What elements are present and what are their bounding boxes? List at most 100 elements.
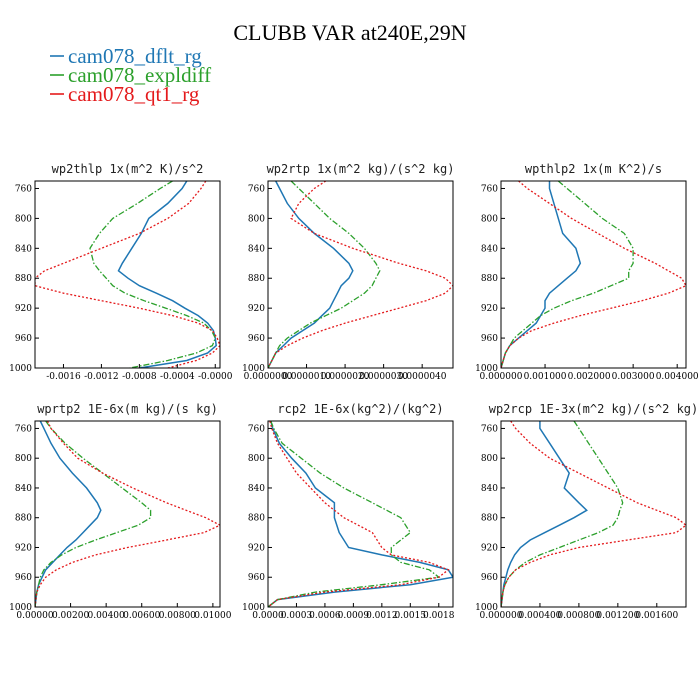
y-tick-label: 840 [481, 484, 498, 494]
x-tick-label: 0.004000 [656, 372, 699, 382]
legend-item: cam078_expldiff [50, 63, 211, 87]
y-tick-label: 920 [248, 543, 265, 553]
series-line [501, 421, 588, 607]
y-tick-label: 920 [481, 304, 498, 314]
x-tick-label: -0.0016 [46, 372, 81, 382]
series-group [501, 421, 686, 607]
x-tick-label: 0.0006 [309, 611, 341, 621]
series-line [268, 421, 453, 607]
panel-title: wp2rtp 1x(m^2 kg)/(s^2 kg) [267, 162, 455, 176]
series-line [35, 421, 102, 607]
y-tick-label: 880 [248, 274, 265, 284]
y-tick-label: 880 [15, 274, 32, 284]
y-tick-label: 960 [481, 334, 498, 344]
x-tick-label: 0.00800 [159, 611, 196, 621]
y-tick-label: 1000 [475, 603, 498, 613]
series-line [501, 181, 582, 368]
x-tick-label: 0.0000040 [398, 372, 447, 382]
y-tick-label: 920 [15, 543, 32, 553]
y-tick-label: 760 [15, 424, 32, 434]
y-tick-label: 800 [481, 454, 498, 464]
y-tick-label: 760 [248, 184, 265, 194]
y-tick-label: 1000 [475, 364, 498, 374]
panel: wpthlp2 1x(m K^2)/s 760 800 840 880 920 960 100… [475, 162, 699, 382]
series-group [268, 421, 453, 607]
series-line [268, 181, 354, 368]
x-tick-label: 0.00400 [88, 611, 125, 621]
series-line [501, 181, 686, 368]
legend: cam078_dflt_rg cam078_expldiff cam078_qt… [50, 44, 211, 106]
y-tick-label: 760 [481, 184, 498, 194]
legend-label: cam078_expldiff [68, 63, 211, 87]
series-line [35, 181, 220, 368]
panel-title: rcp2 1E-6x(kg^2)/(kg^2) [277, 402, 443, 416]
plot-frame [500, 180, 687, 369]
series-group [501, 181, 686, 368]
y-tick-label: 960 [248, 573, 265, 583]
y-tick-label: 960 [15, 573, 32, 583]
y-tick-label: 800 [248, 214, 265, 224]
panel: wp2rcp 1E-3x(m^2 kg)/(s^2 kg) 760 800 840 88… [475, 402, 698, 621]
panel: wp2rtp 1x(m^2 kg)/(s^2 kg)760 800 840 880 92… [242, 162, 454, 382]
series-line [268, 421, 450, 607]
y-tick-label: 960 [481, 573, 498, 583]
legend-label: cam078_qt1_rg [68, 82, 200, 106]
series-line [89, 181, 217, 368]
x-tick-label: -0.0012 [84, 372, 119, 382]
y-tick-label: 920 [15, 304, 32, 314]
panel-title: wpthlp2 1x(m K^2)/s [525, 162, 662, 176]
x-tick-label: 0.000000 [480, 611, 523, 621]
y-tick-label: 960 [15, 334, 32, 344]
series-line [35, 421, 152, 607]
y-tick-label: 960 [248, 334, 265, 344]
plot-frame [267, 420, 454, 608]
y-tick-label: 800 [481, 214, 498, 224]
series-line [35, 421, 220, 607]
x-tick-label: 0.00600 [123, 611, 160, 621]
x-tick-label: 0.0003 [281, 611, 313, 621]
x-tick-label: -0.0004 [160, 372, 195, 382]
y-tick-label: 840 [248, 484, 265, 494]
series-line [501, 421, 686, 607]
series-group [268, 181, 453, 368]
plot-frame [34, 180, 221, 369]
y-tick-label: 880 [15, 514, 32, 524]
series-group [35, 181, 220, 368]
x-tick-label: 0.003000 [612, 372, 655, 382]
x-tick-label: -0.0008 [122, 372, 157, 382]
y-tick-label: 840 [248, 244, 265, 254]
x-tick-label: 0.000400 [518, 611, 561, 621]
panel-title: wprtp2 1E-6x(m kg)/(s kg) [37, 402, 218, 416]
x-tick-label: 0.001600 [635, 611, 678, 621]
plot-frame [267, 180, 454, 369]
legend-item: cam078_dflt_rg [50, 44, 202, 68]
x-tick-label: 0.01000 [194, 611, 231, 621]
x-tick-label: 0.0000 [252, 611, 284, 621]
series-line [268, 421, 441, 607]
y-tick-label: 1000 [242, 364, 265, 374]
y-tick-label: 800 [248, 454, 265, 464]
x-tick-label: 0.0015 [395, 611, 427, 621]
series-line [268, 181, 453, 368]
x-tick-label: 0.0009 [338, 611, 370, 621]
series-line [117, 181, 217, 368]
y-tick-label: 840 [15, 484, 32, 494]
panel: wp2thlp 1x(m^2 K)/s^2 760 800 840 880 920 960 1… [9, 162, 233, 382]
x-tick-label: 0.000000 [480, 372, 523, 382]
plot-frame [500, 420, 687, 608]
legend-label: cam078_dflt_rg [68, 44, 202, 68]
y-tick-label: 880 [481, 514, 498, 524]
series-line [501, 181, 634, 368]
y-tick-label: 1000 [9, 364, 32, 374]
y-tick-label: 880 [248, 514, 265, 524]
x-tick-label: 0.0000010 [282, 372, 331, 382]
panel: rcp2 1E-6x(kg^2)/(kg^2) 760 800 840 880 920 96… [242, 402, 455, 621]
y-tick-label: 920 [481, 543, 498, 553]
panel-title: wp2rcp 1E-3x(m^2 kg)/(s^2 kg) [489, 402, 699, 416]
panel: wprtp2 1E-6x(m kg)/(s kg) 760 800 840 880 920… [9, 402, 232, 621]
y-tick-label: 920 [248, 304, 265, 314]
panel-grid: wp2thlp 1x(m^2 K)/s^2 760 800 840 880 920 960 1… [9, 162, 699, 621]
x-tick-label: 0.0000030 [359, 372, 408, 382]
series-line [268, 181, 381, 368]
